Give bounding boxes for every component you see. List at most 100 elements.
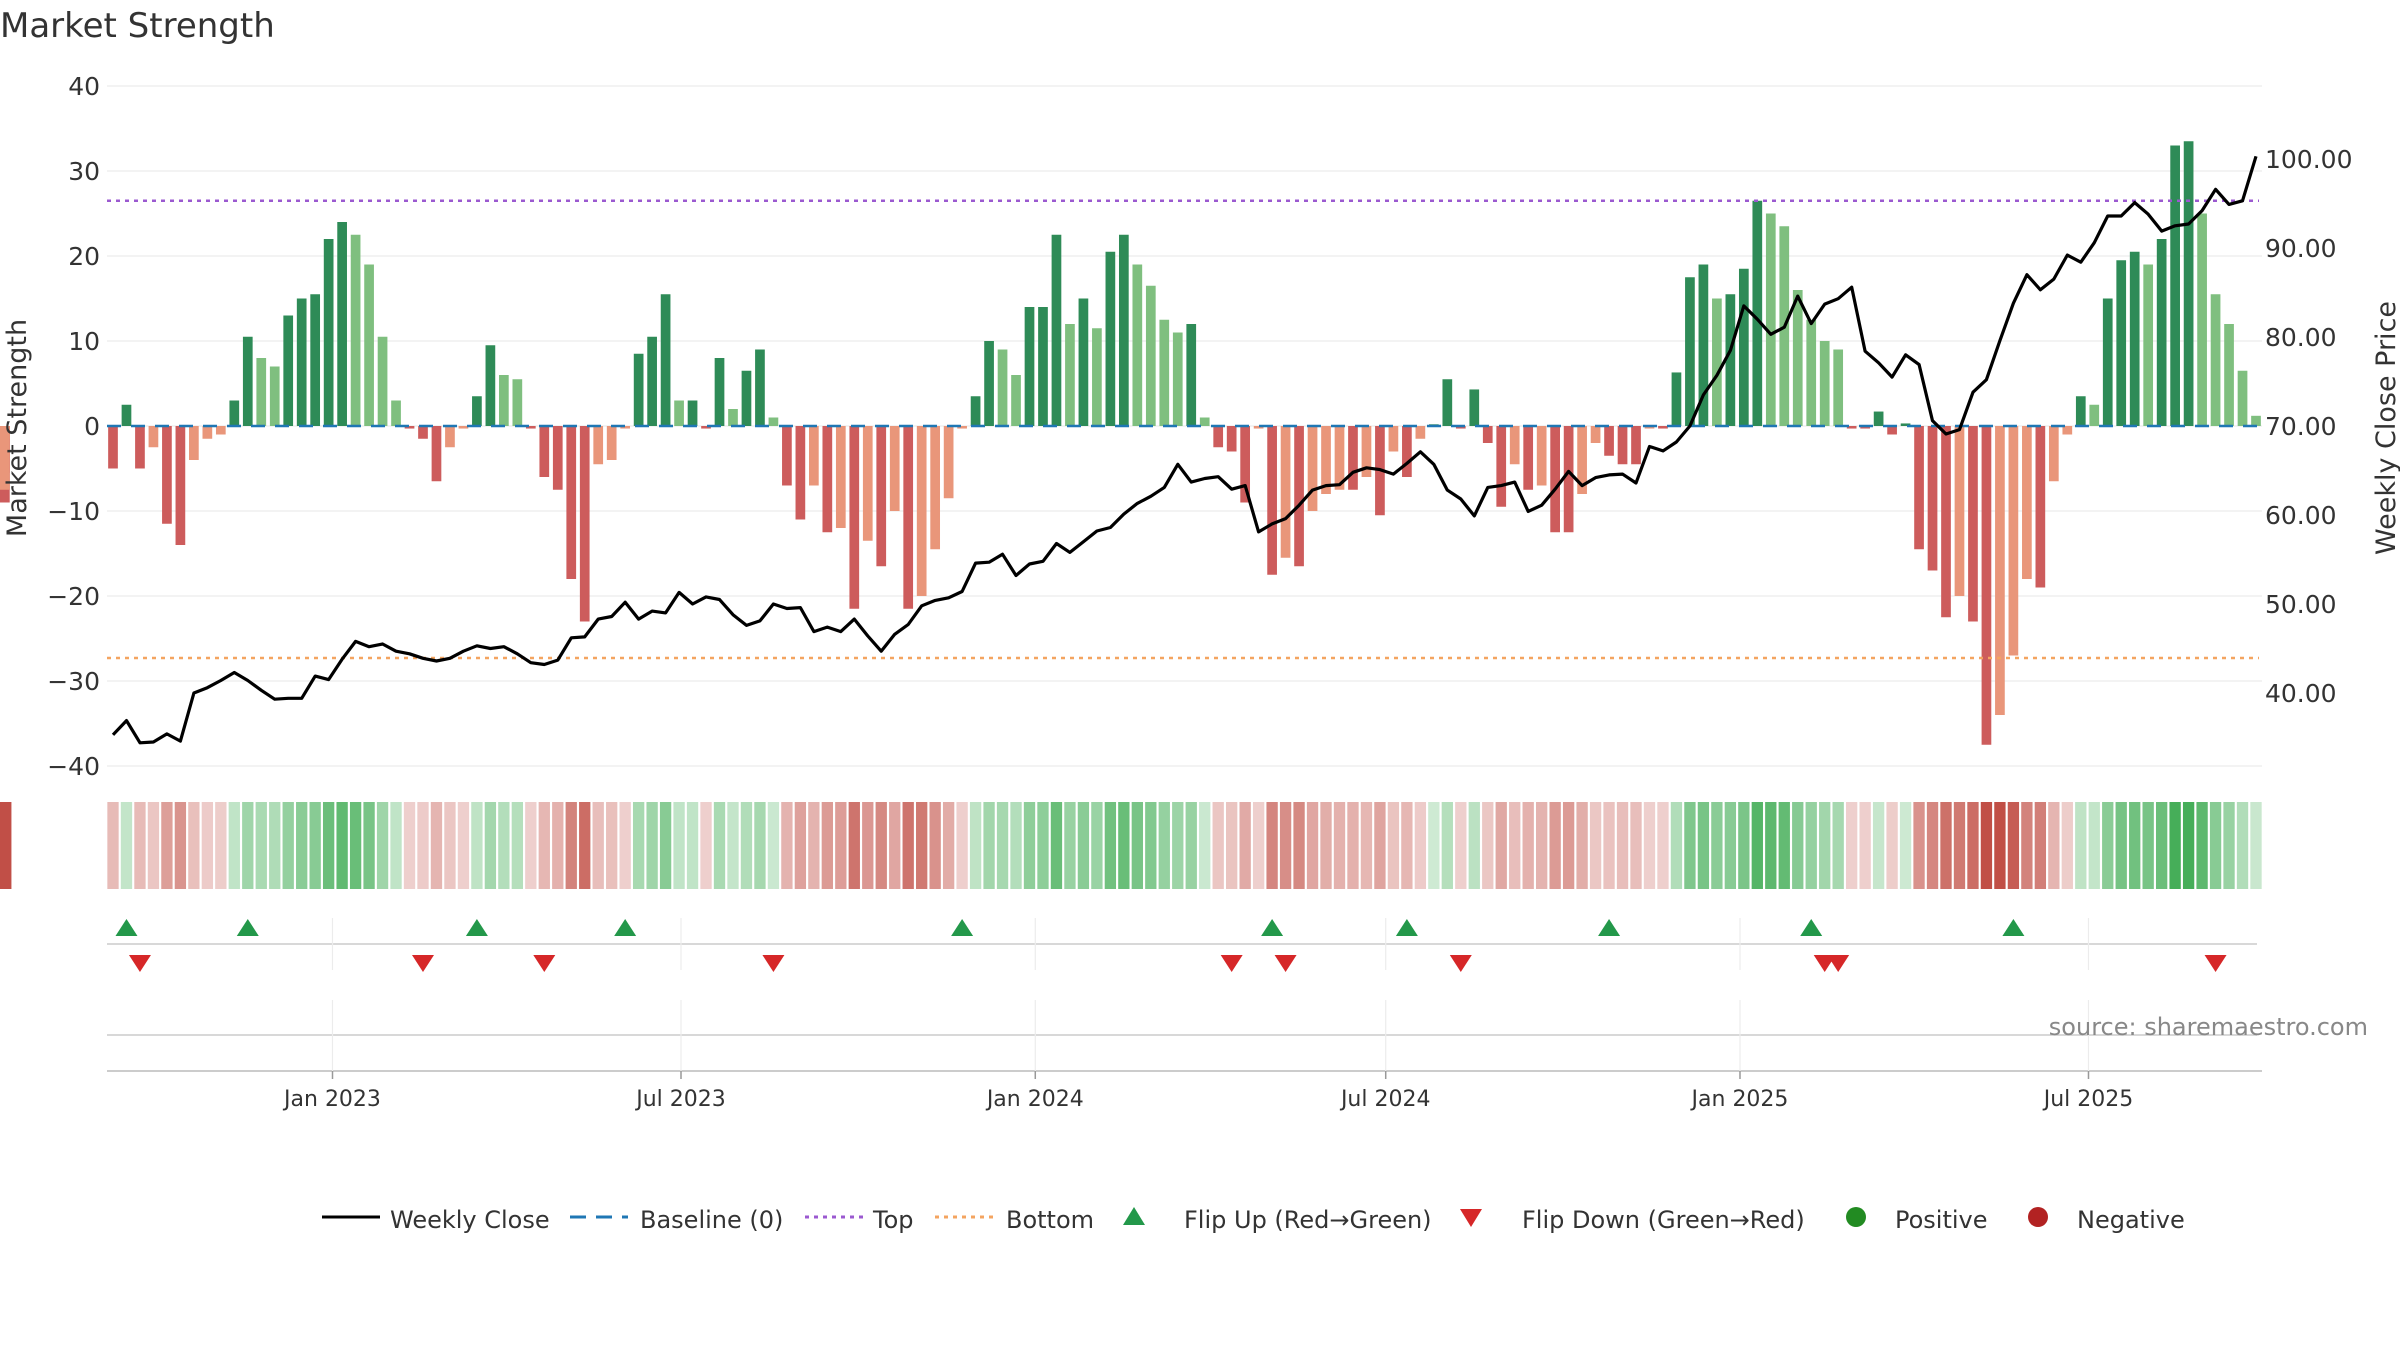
heat-cell bbox=[1320, 802, 1332, 889]
strength-bar bbox=[512, 379, 523, 426]
strength-bar bbox=[1024, 307, 1035, 426]
heat-cell bbox=[1347, 802, 1359, 889]
heat-cell bbox=[565, 802, 577, 889]
strength-bar bbox=[741, 370, 752, 426]
strength-bar bbox=[768, 417, 779, 426]
heat-cell bbox=[2115, 802, 2127, 889]
heat-cell bbox=[969, 802, 982, 889]
strength-bar bbox=[943, 426, 954, 499]
strength-bar bbox=[1900, 423, 1911, 426]
heat-cell bbox=[376, 802, 389, 889]
right-tick-label: 100.00 bbox=[2265, 145, 2352, 174]
heat-cell bbox=[1252, 802, 1265, 889]
heat-cell bbox=[686, 802, 699, 889]
strength-bar bbox=[1590, 426, 1601, 443]
heat-cell bbox=[2129, 802, 2141, 889]
strength-bar bbox=[1725, 294, 1736, 426]
strength-bar bbox=[2035, 426, 2046, 588]
strength-bar bbox=[215, 426, 226, 435]
strength-bar bbox=[1213, 426, 1224, 448]
strength-bar bbox=[1253, 426, 1264, 429]
heat-cell bbox=[1050, 802, 1063, 889]
strength-bar bbox=[499, 375, 509, 426]
strength-bar bbox=[916, 426, 927, 596]
x-tick-label: Jan 2025 bbox=[1690, 1087, 1789, 1112]
legend-flip-up-swatch bbox=[1123, 1207, 1145, 1225]
strength-bar bbox=[1051, 234, 1062, 426]
strength-bar bbox=[1172, 332, 1183, 426]
strength-bar bbox=[1132, 264, 1143, 426]
strength-bar bbox=[2102, 298, 2113, 426]
left-tick-label: −40 bbox=[47, 752, 100, 781]
strength-bar bbox=[2008, 426, 2019, 656]
heat-cell bbox=[1428, 802, 1440, 889]
left-tick-label: 20 bbox=[68, 242, 100, 271]
left-tick-label: 40 bbox=[68, 72, 100, 101]
legend-flip-down-label: Flip Down (Green→Red) bbox=[1522, 1206, 1805, 1234]
strength-bar bbox=[1159, 319, 1170, 426]
heat-cell bbox=[2209, 802, 2222, 889]
heat-cell bbox=[956, 802, 968, 889]
heat-cell bbox=[457, 802, 470, 889]
legend: Weekly Close Baseline (0) Top Bottom Fli… bbox=[322, 1206, 2185, 1234]
strength-bar bbox=[1806, 319, 1817, 426]
x-tick-label: Jul 2023 bbox=[634, 1087, 726, 1112]
flip-down-marker bbox=[128, 955, 151, 972]
strength-bar bbox=[1968, 426, 1978, 622]
heat-cell bbox=[902, 802, 914, 889]
strength-bar bbox=[1280, 426, 1291, 558]
heat-cell bbox=[862, 802, 874, 889]
strength-bar bbox=[485, 345, 496, 426]
heat-cell bbox=[0, 802, 12, 889]
heat-cell bbox=[1603, 802, 1615, 889]
strength-bar bbox=[903, 426, 914, 609]
heat-cell bbox=[282, 802, 294, 889]
strength-bar bbox=[296, 298, 307, 426]
strength-bar bbox=[2116, 260, 2127, 426]
strength-bar bbox=[1186, 324, 1197, 426]
heat-cell bbox=[1306, 802, 1319, 889]
heat-cell bbox=[363, 802, 375, 889]
heat-cell bbox=[2007, 802, 2020, 889]
heat-cell bbox=[835, 802, 847, 889]
heat-cell bbox=[1832, 802, 1844, 889]
strength-bar bbox=[323, 239, 334, 426]
heat-cell bbox=[1724, 802, 1737, 889]
heat-cell bbox=[1589, 802, 1602, 889]
heat-cell bbox=[1374, 802, 1386, 889]
legend-bottom-label: Bottom bbox=[1006, 1206, 1094, 1234]
strength-bar bbox=[1145, 285, 1156, 426]
strength-bar bbox=[1334, 426, 1345, 490]
heat-cell bbox=[1738, 802, 1750, 889]
heat-cell bbox=[1293, 802, 1305, 889]
strength-bar bbox=[0, 426, 10, 490]
heat-cell bbox=[1010, 802, 1022, 889]
heat-cell bbox=[471, 802, 483, 889]
strength-bar bbox=[633, 353, 644, 426]
heat-cell bbox=[498, 802, 510, 889]
heat-cell bbox=[1819, 802, 1831, 889]
strength-bar bbox=[849, 426, 860, 609]
heat-cell bbox=[619, 802, 631, 889]
x-tick-label: Jul 2025 bbox=[2042, 1087, 2134, 1112]
heat-cell bbox=[646, 802, 658, 889]
heat-cell bbox=[1536, 802, 1548, 889]
heat-cell bbox=[134, 802, 146, 889]
heat-cell bbox=[1872, 802, 1885, 889]
heat-cell bbox=[1980, 802, 1993, 889]
heat-cell bbox=[1684, 802, 1696, 889]
heat-cell bbox=[942, 802, 955, 889]
heat-cell bbox=[916, 802, 928, 889]
heat-cell bbox=[875, 802, 887, 889]
heat-cell bbox=[740, 802, 753, 889]
heat-cell bbox=[1495, 802, 1507, 889]
heat-cell bbox=[781, 802, 793, 889]
heat-cell bbox=[713, 802, 726, 889]
source-label: source: sharemaestro.com bbox=[2049, 1013, 2368, 1041]
left-tick-label: 30 bbox=[68, 157, 100, 186]
strength-bar bbox=[445, 426, 455, 448]
strength-bar bbox=[2129, 251, 2140, 426]
strength-bar bbox=[795, 426, 806, 520]
heat-cell bbox=[754, 802, 766, 889]
heat-cell bbox=[1199, 802, 1211, 889]
